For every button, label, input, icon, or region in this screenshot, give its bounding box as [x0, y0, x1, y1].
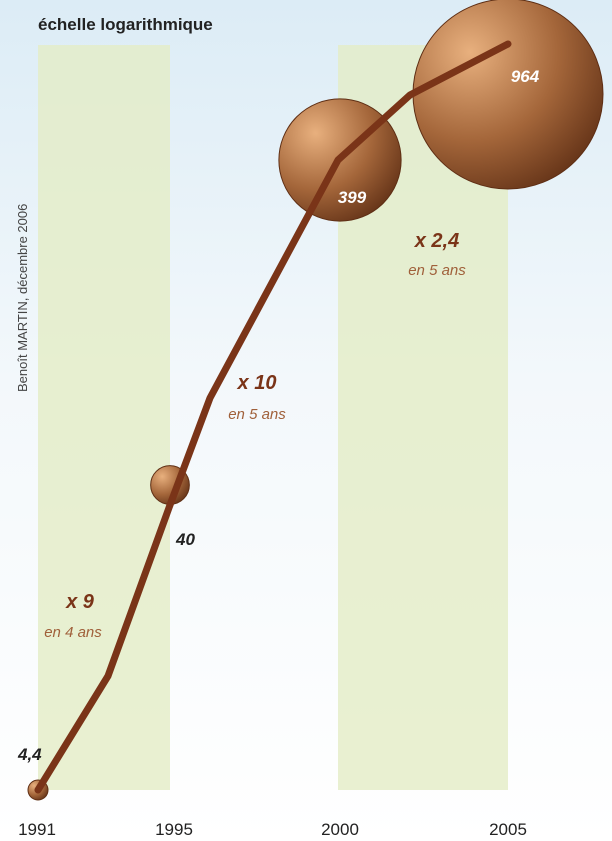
x-tick-1991: 1991 [18, 820, 56, 839]
annotation-period-2: en 5 ans [228, 406, 286, 423]
annotation-period-3: en 5 ans [408, 262, 466, 279]
annotation-factor-2: x 10 [237, 372, 277, 394]
annotation-period-1: en 4 ans [44, 624, 102, 641]
x-axis-ticks: 1991 1995 2000 2005 [18, 820, 527, 839]
bubbles [27, 0, 604, 801]
annotations: x 9 en 4 ans x 10 en 5 ans x 2,4 en 5 ans [44, 230, 466, 641]
point-labels: 4,4 40 399 964 [17, 67, 540, 764]
point-label-2005: 964 [511, 67, 540, 86]
band-1 [38, 45, 170, 790]
credit: Benoît MARTIN, décembre 2006 [15, 204, 30, 392]
annotation-factor-3: x 2,4 [414, 230, 459, 252]
scale-note: échelle logarithmique [38, 15, 213, 34]
series-line [34, 40, 512, 794]
point-label-2000: 399 [338, 188, 367, 207]
x-tick-1995: 1995 [155, 820, 193, 839]
bubble-2005 [412, 0, 604, 190]
point-label-1991: 4,4 [17, 745, 42, 764]
x-tick-2000: 2000 [321, 820, 359, 839]
annotation-factor-1: x 9 [65, 591, 95, 613]
x-tick-2005: 2005 [489, 820, 527, 839]
point-label-1995: 40 [175, 530, 195, 549]
